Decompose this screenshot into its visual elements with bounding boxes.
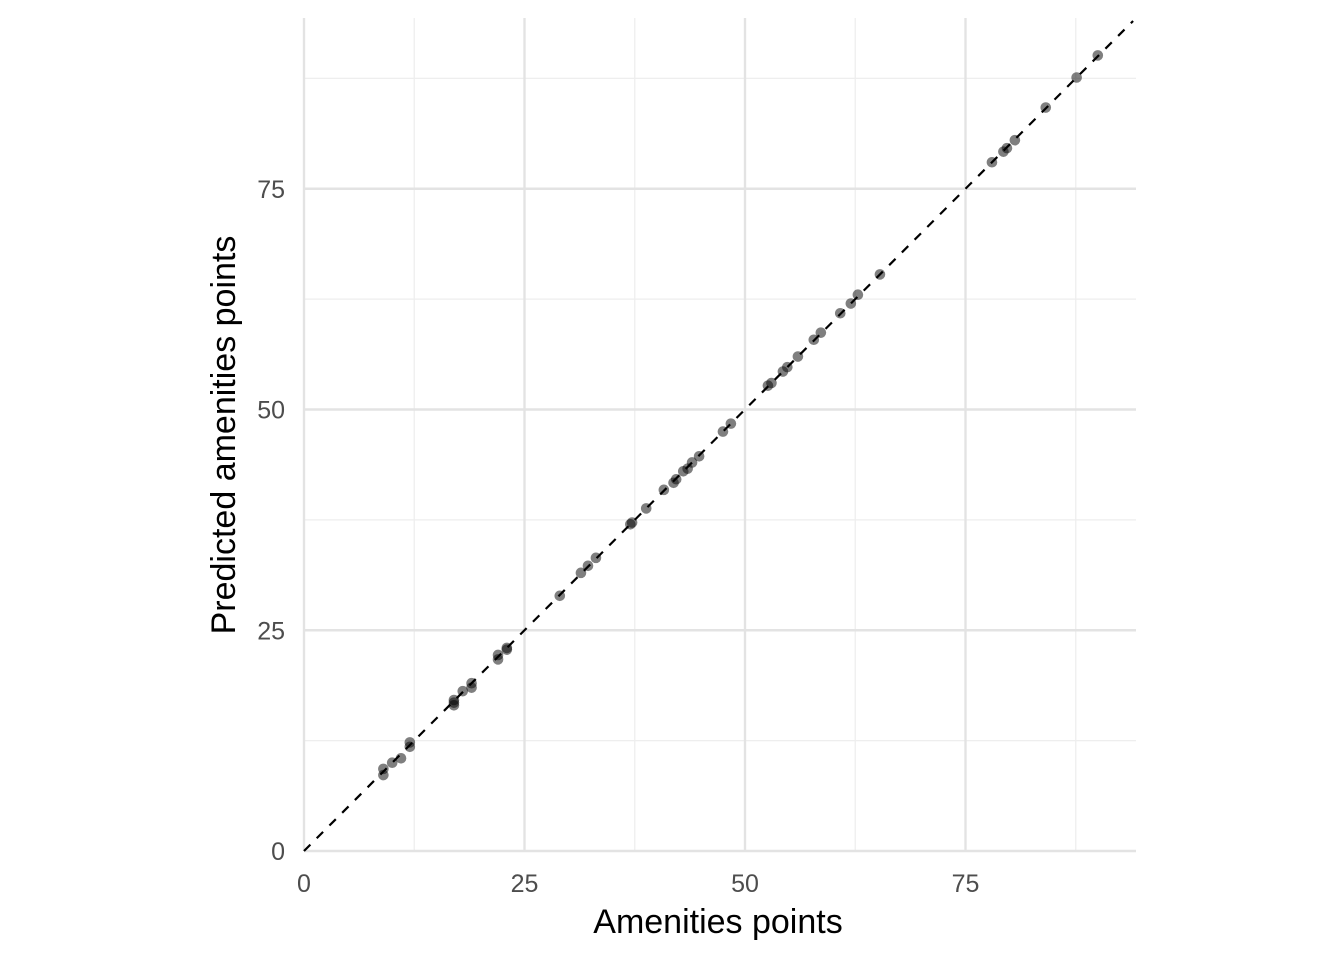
data-point: [582, 560, 594, 572]
x-axis-title: Amenities points: [593, 903, 842, 941]
x-tick-label: 25: [511, 870, 539, 898]
data-point: [852, 289, 864, 301]
data-point: [845, 298, 857, 309]
data-point: [395, 752, 407, 764]
data-point: [986, 156, 998, 168]
data-point: [590, 552, 602, 564]
data-point: [766, 377, 777, 389]
x-tick-label: 75: [952, 870, 980, 898]
data-point: [686, 457, 698, 468]
data-point: [386, 757, 398, 768]
data-point: [658, 484, 670, 496]
data-point: [640, 503, 652, 514]
data-point: [808, 334, 820, 346]
data-point: [404, 737, 416, 748]
x-tick-label: 0: [297, 870, 311, 898]
data-point: [554, 590, 566, 602]
data-point: [1092, 50, 1104, 61]
data-point: [448, 694, 460, 706]
y-tick-label: 0: [271, 838, 285, 866]
data-point: [725, 418, 737, 429]
data-point: [717, 426, 729, 437]
data-point: [1040, 102, 1052, 113]
tick-labels: 0 25 50 75 0 25 50 75: [257, 176, 979, 898]
y-tick-label: 50: [257, 397, 285, 425]
data-point: [782, 361, 793, 373]
data-point: [834, 307, 846, 319]
data-point: [1009, 134, 1021, 146]
data-point: [792, 351, 804, 362]
y-tick-label: 25: [257, 617, 285, 645]
data-point: [501, 642, 513, 654]
y-axis-title: Predicted amenities points: [205, 236, 243, 635]
data-point: [457, 685, 469, 697]
data-point: [1071, 72, 1082, 83]
grid: [302, 18, 1136, 853]
data-point: [492, 649, 504, 661]
data-point: [670, 473, 682, 485]
data-point: [693, 450, 705, 462]
data-point: [874, 269, 886, 280]
data-point: [1001, 142, 1013, 154]
x-tick-label: 50: [731, 870, 759, 898]
data-point: [575, 567, 587, 579]
y-tick-label: 75: [257, 176, 285, 204]
data-point: [466, 677, 477, 689]
data-point: [378, 763, 389, 775]
data-point: [626, 517, 638, 528]
data-point: [815, 327, 827, 338]
points-layer: [378, 50, 1104, 781]
